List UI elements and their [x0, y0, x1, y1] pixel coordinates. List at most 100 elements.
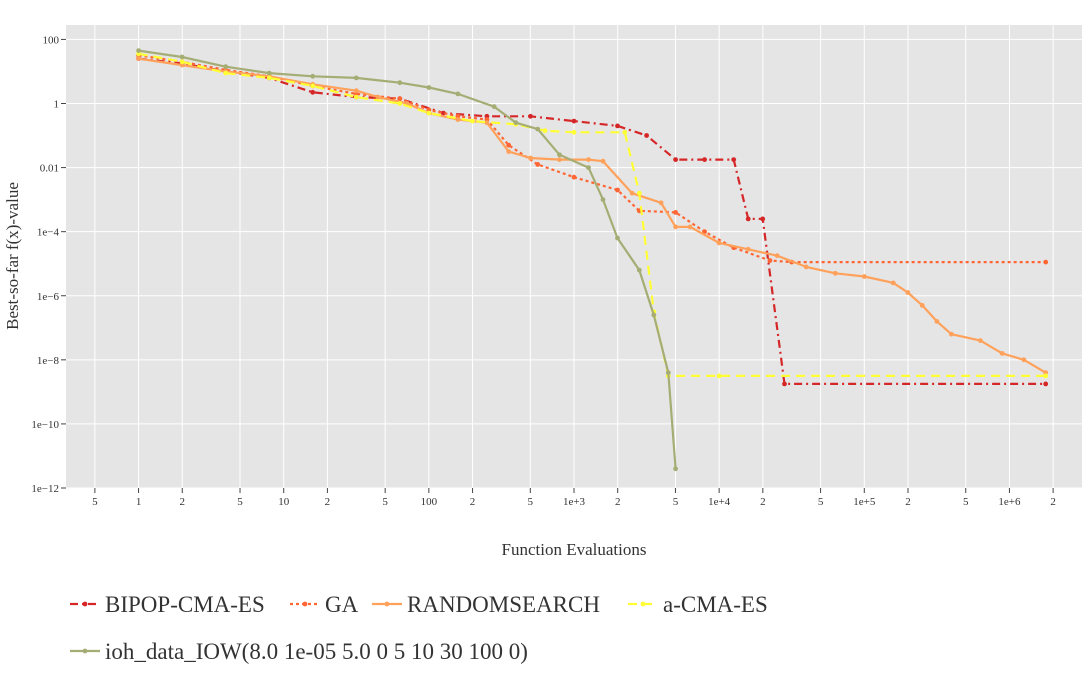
- data-point: [484, 120, 490, 126]
- x-axis-ticks: 5 1 2 5 10 2 5 100 2 5 1e+3 2 5 1e+4 2 5 1e+5 2 5 1e+6 2: [92, 488, 1056, 508]
- data-point: [179, 59, 185, 65]
- x-tick-label: 1e+3: [563, 496, 586, 508]
- x-tick-label: 100: [421, 496, 438, 508]
- x-tick-label: 10: [278, 496, 290, 508]
- data-point: [571, 118, 577, 124]
- series-line: [138, 54, 1046, 264]
- data-point: [629, 190, 635, 196]
- data-point: [1021, 357, 1027, 363]
- data-point: [745, 246, 751, 252]
- data-point: [310, 89, 316, 95]
- x-tick-label: 5: [382, 496, 388, 508]
- data-point: [615, 123, 620, 129]
- data-point: [832, 270, 838, 276]
- y-tick-label: 1e−8: [37, 355, 60, 367]
- series-layer: [136, 48, 1049, 472]
- data-point: [179, 62, 185, 68]
- x-tick-label: 5: [237, 496, 243, 508]
- legend-label: GA: [325, 592, 359, 617]
- data-point: [665, 370, 671, 376]
- x-tick-label: 1: [136, 496, 142, 508]
- data-point: [528, 155, 533, 161]
- x-tick-label: 2: [1050, 496, 1056, 508]
- data-point: [949, 331, 954, 337]
- data-point: [803, 264, 809, 270]
- y-tick-label: 1e−10: [31, 419, 59, 431]
- data-point: [615, 235, 620, 241]
- data-point: [615, 187, 620, 193]
- data-point: [636, 190, 642, 196]
- data-point: [673, 224, 678, 230]
- data-point: [586, 165, 591, 171]
- legend-item: a-CMA-ES: [628, 592, 768, 617]
- legend-marker: [640, 601, 646, 607]
- y-tick-label: 1e−6: [37, 291, 60, 303]
- y-tick-label: 1e−4: [37, 227, 60, 239]
- data-point: [586, 157, 591, 163]
- data-point: [455, 117, 461, 122]
- data-point: [702, 229, 707, 235]
- data-point: [266, 70, 272, 76]
- data-point: [767, 258, 773, 263]
- x-tick-label: 2: [325, 496, 331, 508]
- data-point: [426, 110, 432, 116]
- data-point: [999, 351, 1005, 356]
- y-axis-ticks: 100 1 0.01 1e−4 1e−6 1e−8 1e−10 1e−12: [31, 34, 66, 495]
- series-line: [138, 52, 1046, 377]
- data-point: [978, 338, 983, 343]
- data-point: [1043, 373, 1049, 379]
- legend-label: a-CMA-ES: [663, 592, 768, 617]
- data-point: [353, 75, 359, 81]
- legend-item: RANDOMSEARCH: [372, 592, 600, 617]
- data-point: [571, 129, 577, 135]
- legend-label: RANDOMSEARCH: [407, 592, 600, 617]
- data-point: [687, 224, 693, 230]
- data-point: [542, 128, 548, 134]
- data-point: [223, 70, 229, 76]
- data-point: [513, 120, 519, 126]
- legend-item: BIPOP-CMA-ES: [70, 592, 265, 617]
- data-point: [636, 267, 642, 273]
- legend-label: ioh_data_IOW(8.0 1e-05 5.0 0 5 10 30 100…: [105, 639, 528, 664]
- data-point: [1043, 259, 1049, 265]
- data-point: [397, 101, 403, 106]
- x-tick-label: 1e+6: [998, 496, 1021, 508]
- data-point: [179, 54, 185, 60]
- data-point: [353, 94, 359, 100]
- y-tick-label: 1e−12: [31, 483, 59, 495]
- legend-marker: [82, 601, 88, 607]
- data-point: [716, 240, 722, 246]
- legend: BIPOP-CMA-ES GA RANDOMSEARCH a-CMA-ES ioh_da…: [70, 592, 768, 664]
- data-point: [310, 73, 316, 79]
- x-tick-label: 2: [760, 496, 766, 508]
- legend-marker: [302, 601, 308, 607]
- data-point: [658, 200, 664, 206]
- x-tick-label: 5: [92, 496, 98, 508]
- data-point: [470, 118, 475, 124]
- x-tick-label: 2: [180, 496, 186, 508]
- data-point: [905, 290, 911, 295]
- x-tick-label: 1e+4: [708, 496, 731, 508]
- data-point: [861, 274, 867, 279]
- data-point: [622, 129, 628, 135]
- series-line: [138, 49, 677, 469]
- data-point: [136, 48, 142, 53]
- legend-marker: [82, 648, 88, 654]
- data-point: [310, 83, 316, 89]
- data-point: [702, 157, 707, 163]
- data-point: [491, 104, 497, 110]
- data-point: [600, 158, 606, 164]
- x-axis-title: Function Evaluations: [502, 540, 647, 559]
- legend-item: ioh_data_IOW(8.0 1e-05 5.0 0 5 10 30 100…: [70, 639, 528, 664]
- data-point: [774, 253, 780, 259]
- data-point: [890, 280, 896, 286]
- data-point: [353, 88, 359, 94]
- data-point: [716, 373, 722, 379]
- y-tick-label: 1: [54, 99, 60, 111]
- data-point: [782, 381, 787, 387]
- data-point: [557, 157, 562, 163]
- data-point: [375, 94, 381, 100]
- data-point: [745, 216, 751, 222]
- data-point: [506, 142, 512, 148]
